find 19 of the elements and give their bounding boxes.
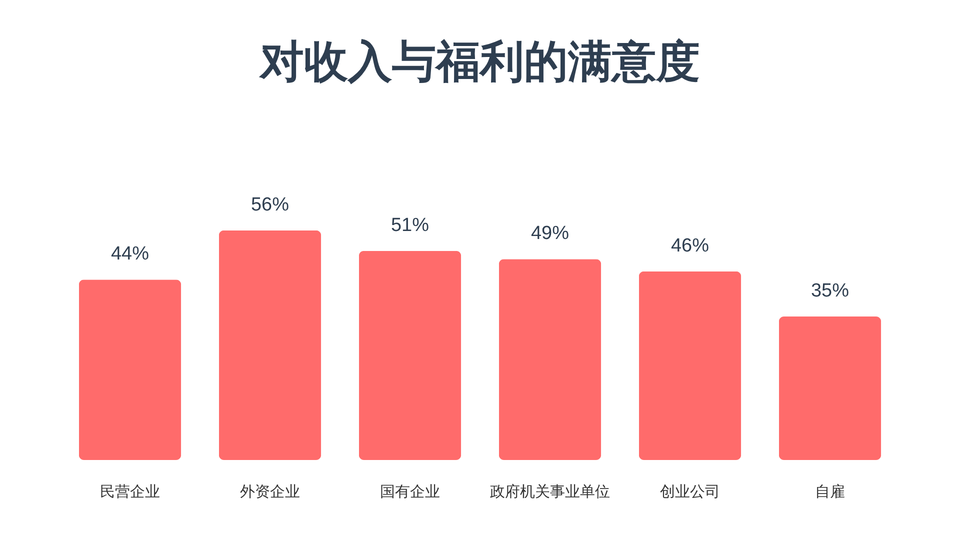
data-label: 49% [530, 223, 570, 244]
x-tick-label: 自雇 [815, 484, 845, 500]
data-label: 44% [110, 244, 150, 265]
bar [638, 271, 742, 460]
data-label: 46% [670, 235, 710, 256]
x-tick-label: 国有企业 [380, 484, 440, 500]
data-label: 56% [250, 194, 290, 216]
data-label: 35% [810, 280, 850, 302]
x-tick-label: 民营企业 [100, 484, 160, 500]
bar [498, 259, 602, 460]
bar [778, 316, 882, 460]
x-tick-label: 外资企业 [240, 484, 300, 500]
x-tick-label: 创业公司 [660, 484, 720, 500]
bar [218, 230, 322, 460]
x-tick-label: 政府机关事业单位 [490, 484, 610, 500]
data-label: 51% [390, 214, 430, 236]
bar [358, 250, 462, 460]
bar [78, 280, 182, 460]
chart-title: 对收入与福利的满意度 [258, 37, 700, 86]
